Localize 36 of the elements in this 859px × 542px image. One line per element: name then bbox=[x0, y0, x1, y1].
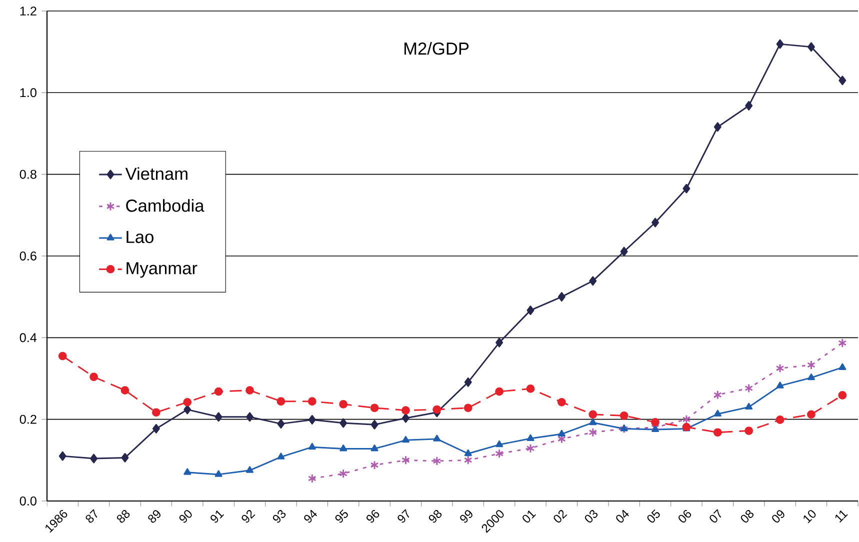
x-tick-label: 99 bbox=[460, 510, 472, 523]
x-tick-label: 01 bbox=[522, 510, 536, 523]
x-tick-label: 10 bbox=[804, 510, 816, 524]
x-tick-label: 07 bbox=[710, 509, 722, 523]
x-tick-label: 08 bbox=[740, 510, 754, 523]
x-tick-label: 05 bbox=[647, 509, 660, 523]
x-tick-label: 95 bbox=[335, 509, 348, 523]
y-tick-label: 1.2 bbox=[20, 6, 36, 16]
legend-label: Cambodia bbox=[126, 199, 204, 212]
x-tick-label: 02 bbox=[554, 510, 568, 523]
legend-label: Myanmar bbox=[126, 262, 198, 278]
x-tick-label: 04 bbox=[616, 510, 629, 523]
legend-label: Vietnam bbox=[125, 167, 188, 180]
x-tick-label: 06 bbox=[678, 510, 692, 523]
y-tick-label: 0.2 bbox=[20, 414, 36, 424]
x-tick-label: 09 bbox=[772, 510, 784, 523]
x-tick-label: 92 bbox=[242, 510, 256, 523]
x-tick-label: 90 bbox=[179, 510, 192, 523]
y-tick-label: 0.4 bbox=[20, 333, 37, 342]
y-tick-label: 0.8 bbox=[20, 170, 36, 179]
y-tick-label: 1.0 bbox=[20, 88, 36, 98]
x-tick-label: 88 bbox=[116, 510, 130, 523]
x-tick-label: 93 bbox=[272, 510, 286, 523]
y-tick-label: 0.0 bbox=[20, 496, 36, 506]
x-tick-label: 96 bbox=[366, 510, 380, 523]
x-tick-label: 98 bbox=[428, 510, 442, 523]
y-tick-label: 0.6 bbox=[20, 252, 36, 260]
x-tick-label: 94 bbox=[304, 510, 318, 523]
x-tick-label: 87 bbox=[86, 509, 98, 523]
x-tick-label: 97 bbox=[398, 509, 410, 523]
legend-label: Lao bbox=[126, 231, 154, 244]
x-tick-label: 91 bbox=[210, 510, 224, 523]
text: M2/GDP bbox=[404, 42, 469, 55]
x-tick-label: 11 bbox=[835, 510, 848, 523]
x-tick-label: 89 bbox=[148, 510, 160, 523]
x-tick-label: 03 bbox=[584, 510, 598, 523]
